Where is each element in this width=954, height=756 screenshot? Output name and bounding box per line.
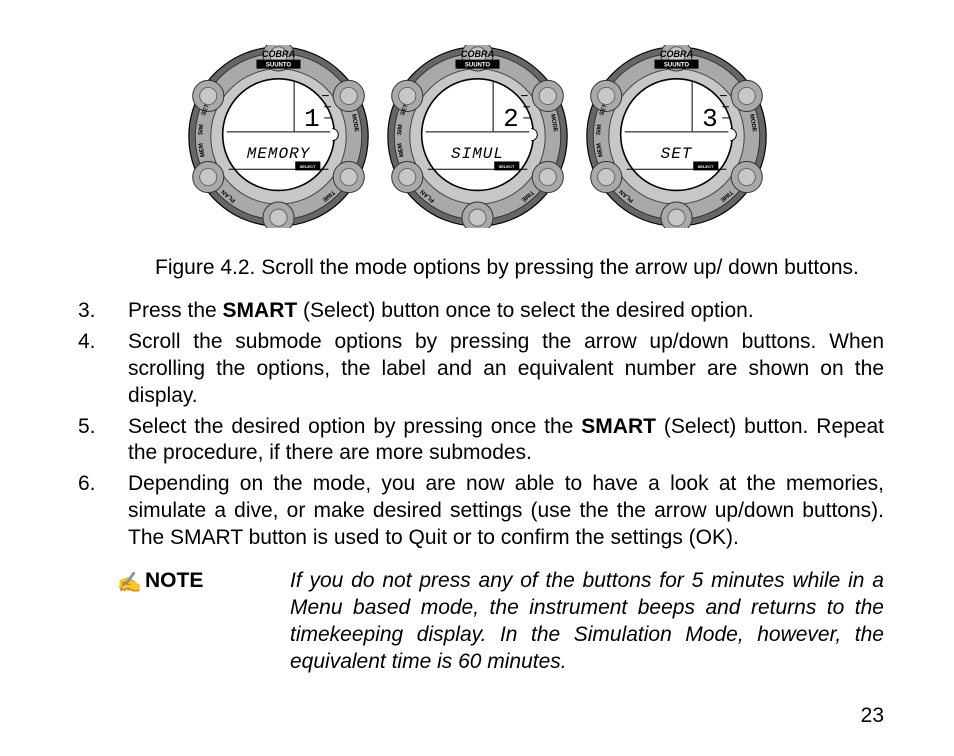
svg-text:2: 2 <box>503 104 519 134</box>
instruction-list: 3.Press the SMART (Select) button once t… <box>78 298 884 552</box>
svg-text:SIM: SIM <box>596 124 603 135</box>
svg-text:SUUNTO: SUUNTO <box>464 63 490 69</box>
note-text: If you do not press any of the buttons f… <box>290 568 884 676</box>
page-number: 23 <box>861 704 884 728</box>
figure-caption: Figure 4.2. Scroll the mode options by p… <box>155 256 954 280</box>
step-6: 6.Depending on the mode, you are now abl… <box>78 471 884 552</box>
step-text: Depending on the mode, you are now able … <box>128 471 884 552</box>
gauge-3: COBRA SUUNTO SET SIM MEM PLAN TIME MODE … <box>585 45 768 228</box>
gauge-row: COBRA SUUNTO SET SIM MEM PLAN TIME MODE … <box>0 0 954 228</box>
svg-text:1: 1 <box>304 104 320 134</box>
step-text: Scroll the submode options by pressing t… <box>128 329 884 410</box>
step-number: 6. <box>78 471 128 552</box>
svg-text:COBRA: COBRA <box>660 49 693 59</box>
gauge-icon: COBRA SUUNTO SET SIM MEM PLAN TIME MODE … <box>386 45 569 228</box>
note-label: NOTE <box>145 568 290 676</box>
step-number: 4. <box>78 329 128 410</box>
step-3: 3.Press the SMART (Select) button once t… <box>78 298 884 325</box>
note-icon: ✍ <box>117 568 145 676</box>
step-text: Press the SMART (Select) button once to … <box>128 298 884 325</box>
note-block: ✍ NOTE If you do not press any of the bu… <box>117 568 884 676</box>
svg-text:SIMUL: SIMUL <box>450 145 503 163</box>
step-text: Select the desired option by pressing on… <box>128 414 884 468</box>
svg-text:SUUNTO: SUUNTO <box>265 63 291 69</box>
step-number: 3. <box>78 298 128 325</box>
manual-page: COBRA SUUNTO SET SIM MEM PLAN TIME MODE … <box>0 0 954 756</box>
svg-text:SET: SET <box>660 145 692 163</box>
gauge-icon: COBRA SUUNTO SET SIM MEM PLAN TIME MODE … <box>585 45 768 228</box>
gauge-icon: COBRA SUUNTO SET SIM MEM PLAN TIME MODE … <box>187 45 370 228</box>
svg-text:COBRA: COBRA <box>461 49 494 59</box>
gauge-2: COBRA SUUNTO SET SIM MEM PLAN TIME MODE … <box>386 45 569 228</box>
svg-text:SELECT: SELECT <box>697 164 713 169</box>
svg-text:3: 3 <box>702 104 718 134</box>
svg-text:SELECT: SELECT <box>498 164 514 169</box>
svg-text:SIM: SIM <box>397 124 404 135</box>
step-4: 4.Scroll the submode options by pressing… <box>78 329 884 410</box>
svg-text:COBRA: COBRA <box>262 49 295 59</box>
svg-text:MEMORY: MEMORY <box>246 145 310 163</box>
svg-text:SUUNTO: SUUNTO <box>663 63 689 69</box>
svg-text:SIM: SIM <box>198 124 205 135</box>
step-5: 5.Select the desired option by pressing … <box>78 414 884 468</box>
step-number: 5. <box>78 414 128 468</box>
gauge-1: COBRA SUUNTO SET SIM MEM PLAN TIME MODE … <box>187 45 370 228</box>
svg-text:SELECT: SELECT <box>299 164 315 169</box>
